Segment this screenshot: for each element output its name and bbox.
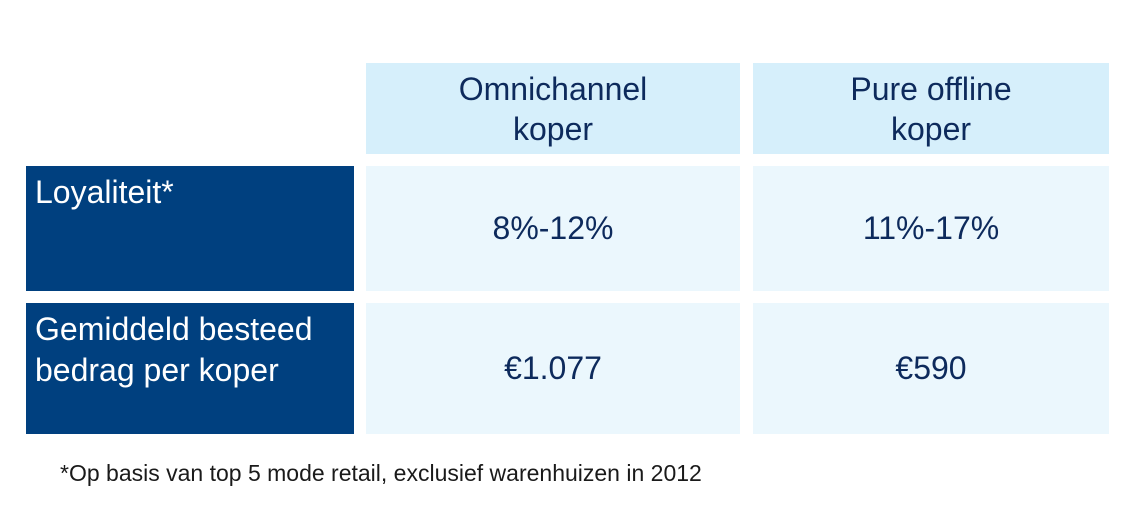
column-header-label: Pure offline koper — [850, 70, 1012, 147]
value-cell-bedrag-omnichannel: €1.077 — [366, 303, 740, 434]
row-header-label: Loyaliteit* — [35, 174, 174, 210]
value-text: 8%-12% — [492, 210, 614, 246]
column-header-omnichannel: Omnichannel koper — [366, 63, 740, 154]
value-text: €590 — [895, 350, 967, 386]
value-cell-loyaliteit-omnichannel: 8%-12% — [366, 166, 740, 291]
value-text: €1.077 — [504, 350, 602, 386]
row-header-loyaliteit: Loyaliteit* — [26, 166, 354, 291]
value-cell-bedrag-pure-offline: €590 — [753, 303, 1109, 434]
footnote: *Op basis van top 5 mode retail, exclusi… — [60, 460, 702, 486]
value-text: 11%-17% — [862, 210, 1000, 246]
column-header-pure-offline: Pure offline koper — [753, 63, 1109, 154]
row-header-label: Gemiddeld besteed bedrag per koper — [35, 311, 313, 388]
row-header-gemiddeld-bedrag: Gemiddeld besteed bedrag per koper — [26, 303, 354, 434]
column-header-label: Omnichannel koper — [458, 70, 648, 147]
value-cell-loyaliteit-pure-offline: 11%-17% — [753, 166, 1109, 291]
